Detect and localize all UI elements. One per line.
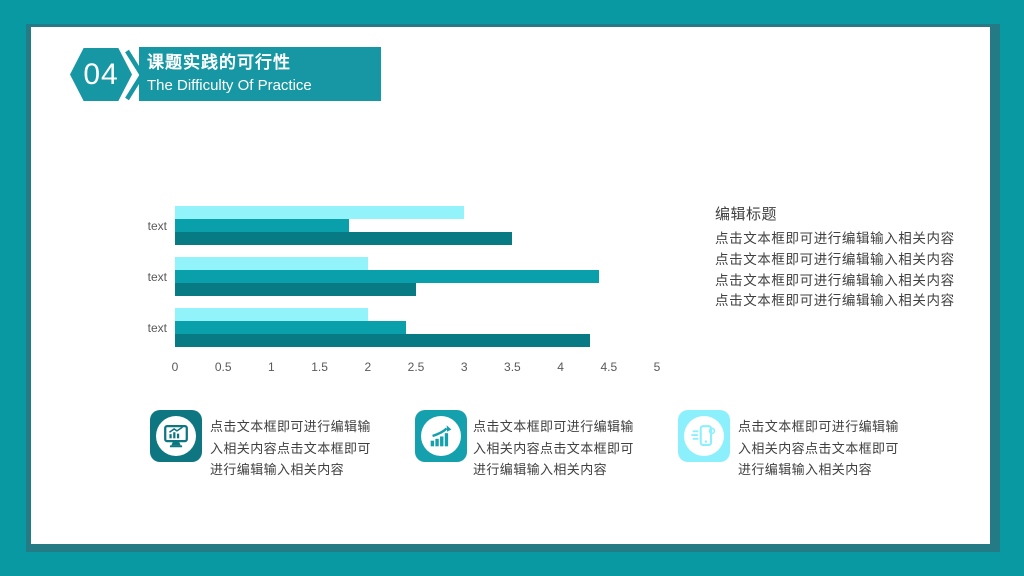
feature-text: 点击文本框即可进行编辑输入相关内容点击文本框即可进行编辑输入相关内容 <box>210 419 371 477</box>
feature-icon-badge <box>150 410 202 462</box>
section-number-badge: 04 <box>70 48 132 101</box>
bar-series-light <box>175 206 465 219</box>
bar-series-medium <box>175 270 600 283</box>
feature-text: 点击文本框即可进行编辑输入相关内容点击文本框即可进行编辑输入相关内容 <box>738 419 899 477</box>
bar-series-medium <box>175 321 407 334</box>
bar-series-medium <box>175 219 349 232</box>
bar-series-light <box>175 257 368 270</box>
slide-content-panel: 04 课题实践的可行性 The Difficulty Of Practice t… <box>31 27 990 544</box>
feature-text: 点击文本框即可进行编辑输入相关内容点击文本框即可进行编辑输入相关内容 <box>473 419 634 477</box>
x-axis-tick-label: 4.5 <box>600 360 618 374</box>
x-axis-tick-label: 1 <box>268 360 275 374</box>
x-axis-tick-label: 3 <box>460 360 468 374</box>
side-panel-title: 编辑标题 <box>715 206 778 223</box>
bar-series-dark <box>175 334 590 347</box>
category-label: text <box>147 218 167 233</box>
chart-category-row: text <box>145 257 657 296</box>
bar-series-light <box>175 308 368 321</box>
x-axis-tick-label: 0 <box>171 360 179 374</box>
category-bars <box>175 308 657 347</box>
category-bars <box>175 206 657 245</box>
feature-icon-badge <box>678 410 730 462</box>
x-axis-tick-label: 1.5 <box>311 360 328 374</box>
slide-title-box: 课题实践的可行性 The Difficulty Of Practice <box>139 47 381 101</box>
category-bars <box>175 257 657 296</box>
monitor-chart-icon <box>156 416 196 456</box>
x-axis-tick-label: 2 <box>364 360 372 374</box>
x-axis-tick-label: 2.5 <box>407 360 425 374</box>
feature-icon-badge <box>415 410 467 462</box>
chart-category-row: text <box>145 308 657 347</box>
slide-title-english: The Difficulty Of Practice <box>147 77 312 94</box>
category-label: text <box>147 269 167 284</box>
section-number: 04 <box>83 57 119 91</box>
x-axis-tick-label: 3.5 <box>504 360 521 374</box>
growth-chart-icon <box>421 416 461 456</box>
side-panel-body: 点击文本框即可进行编辑输入相关内容点击文本框即可进行编辑输入相关内容点击文本框即… <box>715 231 955 309</box>
x-axis: 0 0.5 1 1.5 2 2.5 3 3.5 4 4.5 5 <box>171 360 661 376</box>
x-axis-tick-label: 4 <box>557 360 564 374</box>
bar-chart: text text text <box>145 206 657 359</box>
category-label: text <box>147 320 167 335</box>
chart-category-row: text <box>145 206 657 245</box>
bar-series-dark <box>175 283 416 296</box>
slide-title-chinese: 课题实践的可行性 <box>147 53 291 72</box>
x-axis-tick-label: 0.5 <box>214 360 232 374</box>
x-axis-tick-label: 5 <box>653 360 661 374</box>
mobile-phone-icon <box>684 416 724 456</box>
bar-series-dark <box>175 232 513 245</box>
